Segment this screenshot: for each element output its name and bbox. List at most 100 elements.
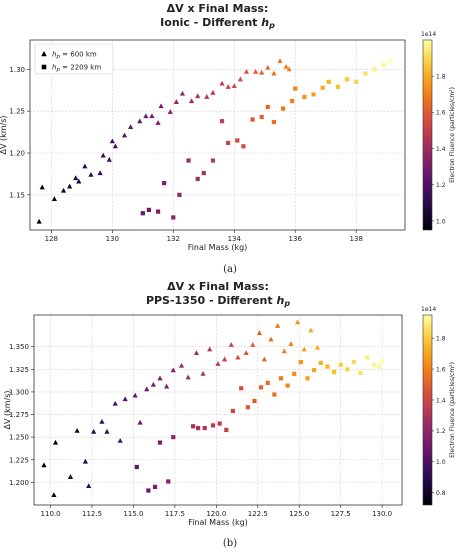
data-point-triangle — [195, 93, 201, 99]
data-point-triangle — [200, 371, 206, 376]
data-point-square — [318, 360, 323, 366]
data-point-triangle — [259, 69, 265, 75]
x-tick-label: 115.0 — [123, 510, 143, 518]
data-point-square — [381, 63, 386, 68]
x-tick-label: 112.5 — [82, 510, 102, 518]
data-point-triangle — [104, 428, 110, 434]
data-point-square — [302, 94, 307, 100]
data-point-triangle — [36, 218, 42, 224]
legend-entry-label: hp = 600 km — [52, 51, 97, 61]
data-point-square — [195, 176, 200, 182]
data-point-triangle — [231, 83, 237, 89]
legend-value: = 600 km — [60, 51, 97, 59]
data-point-triangle — [122, 396, 128, 402]
data-point-square — [171, 215, 176, 220]
data-point-square — [285, 383, 290, 388]
data-point-square — [146, 207, 152, 213]
data-point-square — [265, 380, 270, 385]
data-point-square — [371, 362, 376, 367]
data-point-square — [196, 425, 201, 431]
data-point-square — [191, 424, 196, 429]
data-point-square — [298, 359, 303, 365]
data-point-triangle — [185, 374, 191, 380]
colorbar-tick-label: 1.0 — [436, 218, 446, 225]
data-point-square — [157, 440, 163, 445]
data-point-square — [250, 117, 255, 122]
grid — [34, 315, 402, 505]
data-point-square — [312, 368, 317, 373]
chart-title: ΔV x Final Mass: — [167, 280, 269, 293]
data-point-triangle — [100, 152, 106, 158]
chart-title: ΔV x Final Mass: — [167, 2, 269, 15]
colorbar-label: Electron Fluence (particles/cm²) — [449, 87, 456, 183]
y-axis-label: ΔV (km/s) — [3, 390, 12, 429]
data-point-square — [351, 359, 357, 365]
data-point-triangle — [179, 90, 186, 96]
data-point-triangle — [149, 113, 155, 119]
data-point-square — [224, 427, 229, 433]
data-point-square — [280, 106, 286, 111]
colorbar-tick-label: 1.4 — [436, 146, 446, 153]
data-point-triangle — [67, 183, 73, 189]
data-point-square — [278, 376, 284, 381]
y-tick-label: 1.325 — [9, 366, 29, 374]
data-point-square — [252, 398, 257, 404]
data-point-triangle — [106, 156, 112, 162]
colorbar-tick-label: 1.6 — [436, 366, 446, 373]
data-point-square — [293, 86, 298, 91]
data-point-triangle — [204, 94, 210, 99]
data-point-triangle — [143, 113, 149, 119]
data-point-triangle — [308, 327, 314, 333]
y-tick-label: 1.250 — [9, 434, 29, 442]
data-point-square — [271, 119, 277, 125]
data-point-triangle — [52, 439, 59, 445]
data-point-square — [272, 392, 277, 397]
data-point-triangle — [178, 362, 185, 368]
colorbar-label: Electron Fluence (particles/cm²) — [449, 362, 456, 458]
data-point-square — [311, 92, 316, 97]
data-point-triangle — [193, 350, 200, 355]
data-point-square — [290, 99, 295, 104]
data-point-triangle — [228, 342, 234, 347]
data-point-triangle — [82, 163, 88, 169]
data-point-triangle — [121, 132, 128, 138]
subtitle-sub: p — [268, 21, 275, 30]
data-point-square — [331, 369, 337, 375]
data-point-square — [380, 359, 385, 364]
x-tick-label: 134 — [228, 235, 242, 243]
data-point-square — [258, 385, 264, 390]
y-tick-label: 1.275 — [9, 411, 29, 419]
data-point-triangle — [253, 69, 259, 74]
data-point-triangle — [144, 386, 150, 392]
data-point-triangle — [237, 76, 243, 82]
x-tick-label: 117.5 — [165, 510, 185, 518]
data-point-square — [152, 484, 158, 490]
data-point-triangle — [86, 483, 92, 488]
data-point-triangle — [210, 89, 216, 95]
legend-value: = 2209 km — [60, 64, 101, 72]
legend-sub: p — [55, 54, 60, 60]
data-point-square — [226, 140, 231, 146]
data-point-triangle — [286, 66, 292, 72]
data-point-triangle — [112, 143, 118, 149]
data-point-square — [305, 376, 310, 381]
data-point-triangle — [137, 419, 143, 425]
data-point-square — [335, 84, 341, 89]
data-point-triangle — [268, 336, 274, 342]
y-tick-label: 1.20 — [9, 149, 25, 157]
data-point-triangle — [137, 118, 143, 124]
y-axis-label: ΔV (km/s) — [0, 115, 8, 154]
legend-sub: p — [55, 67, 60, 73]
grid — [30, 40, 405, 230]
data-point-square — [345, 367, 350, 372]
x-tick-label: 127.5 — [331, 510, 351, 518]
data-point-square — [325, 364, 330, 369]
y-tick-label: 1.225 — [9, 456, 29, 464]
data-point-square — [363, 71, 368, 76]
data-point-triangle — [219, 80, 225, 86]
data-point-square — [210, 423, 216, 428]
data-point-square — [372, 67, 377, 72]
data-point-square — [177, 192, 182, 197]
data-point-square — [292, 371, 297, 376]
